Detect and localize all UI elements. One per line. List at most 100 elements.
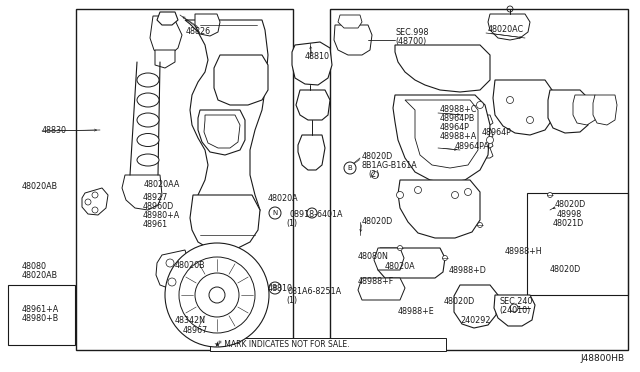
Circle shape [165, 243, 269, 347]
Polygon shape [462, 148, 493, 158]
Text: 48020D: 48020D [444, 297, 476, 306]
Text: 8B1AG-B161A: 8B1AG-B161A [362, 161, 418, 170]
Text: 48080: 48080 [22, 262, 47, 271]
Text: 48810: 48810 [305, 52, 330, 61]
Bar [76, 9, 293, 350]
Polygon shape [195, 14, 220, 36]
Polygon shape [198, 110, 245, 155]
Text: 48988+A: 48988+A [440, 132, 477, 141]
Circle shape [547, 192, 552, 198]
Text: 48960D: 48960D [143, 202, 174, 211]
Polygon shape [296, 90, 330, 120]
Polygon shape [393, 95, 490, 183]
Polygon shape [122, 175, 162, 210]
Text: 48980+B: 48980+B [22, 314, 60, 323]
Text: 48020D: 48020D [362, 217, 393, 226]
Circle shape [451, 192, 458, 199]
Circle shape [209, 287, 225, 303]
Circle shape [166, 259, 174, 267]
Polygon shape [488, 14, 530, 40]
Text: B: B [348, 165, 353, 171]
Text: 48830: 48830 [42, 126, 67, 135]
Text: 48988+E: 48988+E [398, 307, 435, 316]
Text: B: B [273, 285, 277, 291]
Text: 48080N: 48080N [358, 252, 389, 261]
Circle shape [195, 273, 239, 317]
Polygon shape [185, 20, 268, 240]
Text: 48964P: 48964P [482, 128, 512, 137]
Text: 48964PB: 48964PB [440, 114, 476, 123]
Circle shape [486, 137, 493, 144]
Circle shape [477, 102, 483, 109]
Polygon shape [462, 138, 493, 148]
Ellipse shape [137, 154, 159, 166]
Text: 48927: 48927 [143, 193, 168, 202]
Text: 48020B: 48020B [175, 261, 205, 270]
Text: 48961: 48961 [143, 220, 168, 229]
Text: 48988+F: 48988+F [358, 277, 394, 286]
Text: 48961+A: 48961+A [22, 305, 60, 314]
Polygon shape [395, 45, 490, 92]
Text: (2): (2) [368, 170, 380, 179]
Text: 48020D: 48020D [550, 265, 581, 274]
Text: 48964PA: 48964PA [455, 142, 490, 151]
Polygon shape [494, 295, 535, 326]
Polygon shape [358, 278, 405, 300]
Text: SEC.240: SEC.240 [499, 297, 532, 306]
Text: (48700): (48700) [395, 37, 426, 46]
Circle shape [269, 207, 281, 219]
Text: 48342N: 48342N [175, 316, 206, 325]
Polygon shape [593, 95, 617, 125]
Text: 240292: 240292 [460, 316, 490, 325]
Circle shape [477, 222, 483, 228]
Text: 48020AC: 48020AC [488, 25, 524, 34]
Circle shape [506, 96, 513, 103]
Polygon shape [214, 55, 268, 105]
Polygon shape [493, 80, 552, 135]
Polygon shape [298, 135, 325, 170]
Text: 48020AA: 48020AA [144, 180, 180, 189]
Text: 48020D: 48020D [555, 200, 586, 209]
Ellipse shape [137, 93, 159, 107]
Text: (1): (1) [286, 296, 297, 305]
Polygon shape [292, 42, 332, 85]
Circle shape [442, 256, 447, 260]
Circle shape [168, 278, 176, 286]
Text: 48020D: 48020D [362, 152, 393, 161]
Circle shape [269, 282, 281, 294]
Polygon shape [378, 248, 445, 278]
Circle shape [465, 189, 472, 196]
Text: 48020AB: 48020AB [22, 182, 58, 191]
Circle shape [344, 162, 356, 174]
Ellipse shape [137, 73, 159, 87]
Bar [527, 193, 628, 295]
Text: * MARK INDICATES NOT FOR SALE.: * MARK INDICATES NOT FOR SALE. [218, 340, 349, 349]
Text: 081A6-8251A: 081A6-8251A [287, 287, 341, 296]
Text: SEC.998: SEC.998 [395, 28, 429, 37]
Polygon shape [338, 15, 362, 28]
Circle shape [371, 171, 378, 179]
Text: 08918-6401A: 08918-6401A [289, 210, 342, 219]
Polygon shape [190, 195, 260, 250]
Bar [210, 338, 446, 351]
Polygon shape [150, 16, 182, 55]
Text: 48020A: 48020A [268, 194, 299, 203]
Circle shape [397, 192, 403, 199]
Text: 48020AB: 48020AB [22, 271, 58, 280]
Polygon shape [548, 90, 588, 133]
Polygon shape [462, 128, 493, 138]
Text: J48800HB: J48800HB [581, 354, 625, 363]
Polygon shape [204, 115, 240, 148]
Ellipse shape [137, 113, 159, 127]
Polygon shape [398, 180, 480, 238]
Circle shape [307, 208, 317, 218]
Text: 48964P: 48964P [440, 123, 470, 132]
Circle shape [179, 257, 255, 333]
Text: 48980+A: 48980+A [143, 211, 180, 220]
Circle shape [527, 116, 534, 124]
Polygon shape [156, 250, 188, 288]
Polygon shape [573, 95, 597, 125]
Text: 48988+D: 48988+D [449, 266, 487, 275]
Text: 48826: 48826 [186, 27, 211, 36]
Text: 48020A: 48020A [385, 262, 415, 271]
